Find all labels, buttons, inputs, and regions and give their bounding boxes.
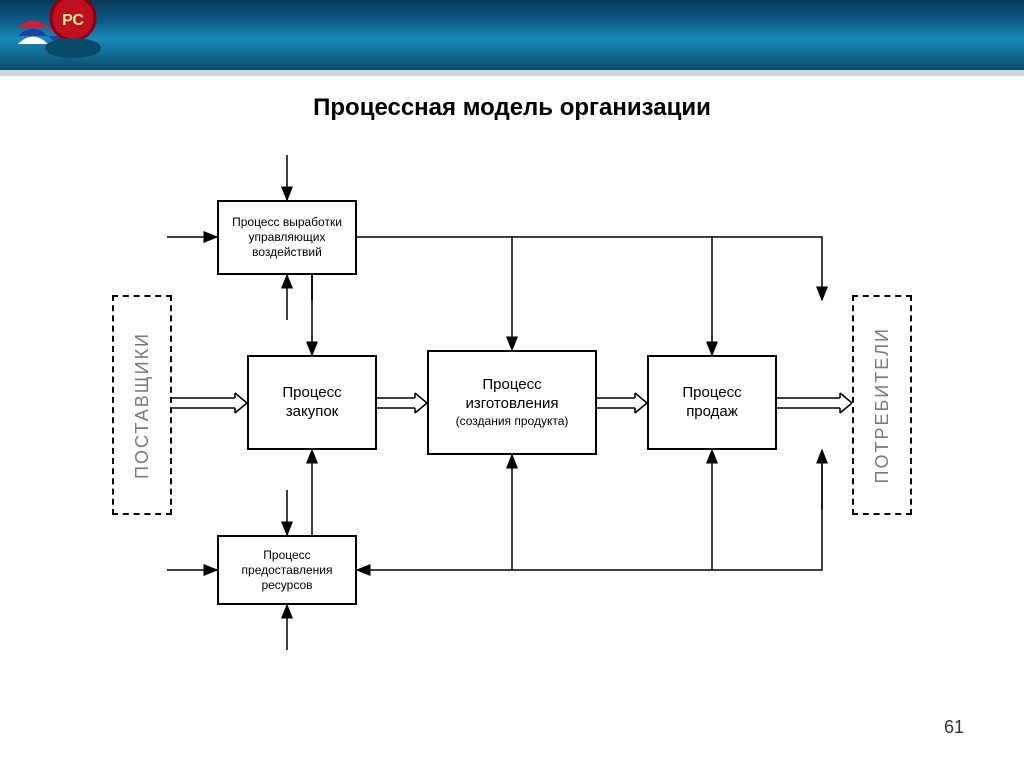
node-resources: Процесс предоставления ресурсов — [217, 535, 357, 605]
process-diagram: ПОСТАВЩИКИ ПОТРЕБИТЕЛИ Процесс выработки у… — [102, 140, 922, 680]
header-bar: РС — [0, 0, 1024, 70]
svg-text:РС: РС — [62, 12, 84, 29]
node-sales: Процесс продаж — [647, 355, 777, 450]
page-title: Процессная модель организации — [0, 94, 1024, 122]
logo-emblem: РС — [18, 0, 118, 68]
node-production: Процесс изготовления(создания продукта) — [427, 350, 597, 455]
node-control: Процесс выработки управляющих воздействи… — [217, 200, 357, 275]
node-suppliers: ПОСТАВЩИКИ — [112, 295, 172, 515]
node-consumers: ПОТРЕБИТЕЛИ — [852, 295, 912, 515]
node-purchase: Процесс закупок — [247, 355, 377, 450]
page-number: 61 — [944, 717, 964, 738]
